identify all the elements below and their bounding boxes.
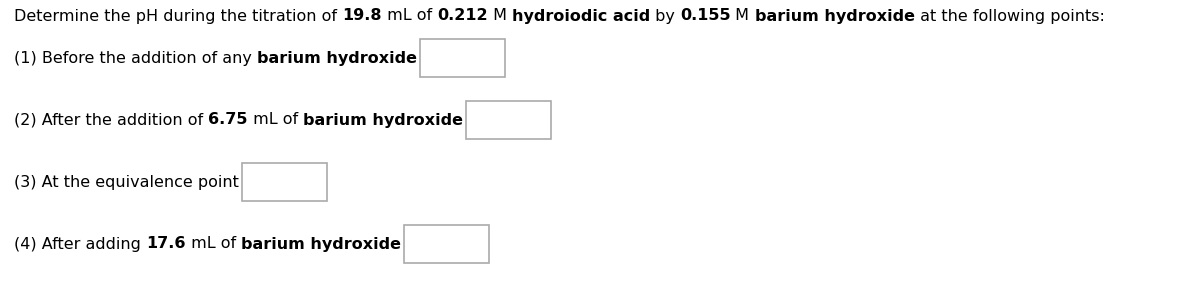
Text: 0.155: 0.155 (680, 9, 731, 24)
Text: (3) At the equivalence point: (3) At the equivalence point (14, 175, 239, 189)
Text: M: M (487, 9, 511, 24)
Text: (2) After the addition of: (2) After the addition of (14, 112, 209, 127)
Text: 17.6: 17.6 (146, 237, 186, 252)
Text: 19.8: 19.8 (342, 9, 382, 24)
Text: barium hydroxide: barium hydroxide (302, 112, 463, 127)
Text: mL of: mL of (382, 9, 437, 24)
Text: mL of: mL of (247, 112, 302, 127)
Text: mL of: mL of (186, 237, 241, 252)
Text: barium hydroxide: barium hydroxide (257, 50, 418, 65)
Text: (4) After adding: (4) After adding (14, 237, 146, 252)
Text: hydroiodic acid: hydroiodic acid (511, 9, 650, 24)
Text: barium hydroxide: barium hydroxide (755, 9, 914, 24)
Text: (1) Before the addition of any: (1) Before the addition of any (14, 50, 257, 65)
Text: Determine the pH during the titration of: Determine the pH during the titration of (14, 9, 342, 24)
Text: barium hydroxide: barium hydroxide (241, 237, 401, 252)
Text: by: by (650, 9, 680, 24)
Text: at the following points:: at the following points: (914, 9, 1104, 24)
Text: 6.75: 6.75 (209, 112, 247, 127)
Text: M: M (731, 9, 755, 24)
Text: 0.212: 0.212 (437, 9, 487, 24)
